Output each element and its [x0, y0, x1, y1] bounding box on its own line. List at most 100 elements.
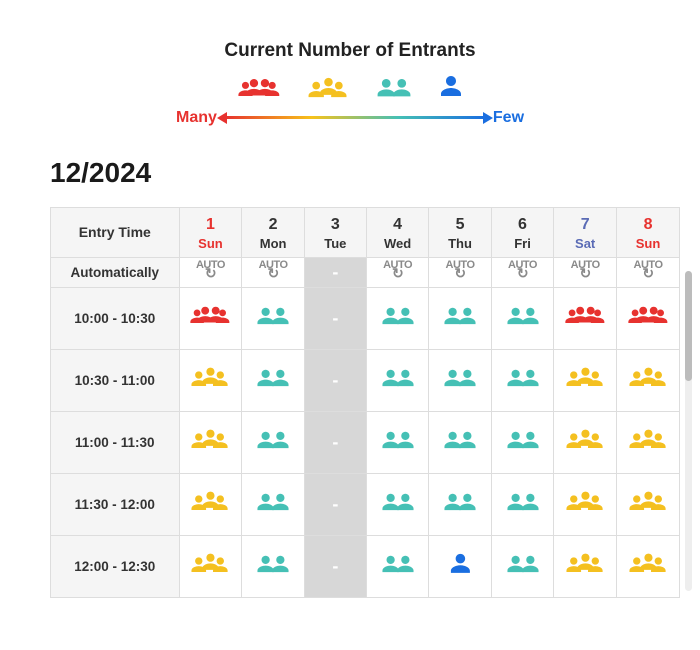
crowd-normal-icon: [380, 427, 416, 453]
crowd-cell[interactable]: [366, 473, 428, 535]
crowd-some-icon: [628, 488, 668, 515]
crowd-cell[interactable]: AUTO↻: [617, 257, 680, 287]
crowd-cell[interactable]: [242, 287, 304, 349]
legend-scale: Many Few: [20, 109, 680, 127]
day-number: 8: [621, 216, 675, 234]
day-number: 1: [184, 216, 238, 234]
closed-icon: -: [332, 432, 338, 452]
crowd-cell[interactable]: [491, 349, 553, 411]
crowd-cell[interactable]: [429, 349, 491, 411]
crowd-cell[interactable]: [617, 287, 680, 349]
crowd-table: Entry Time 1Sun2Mon3Tue4Wed5Thu6Fri7Sat8…: [50, 207, 680, 598]
legend-normal-icon: [375, 74, 413, 103]
crowd-cell[interactable]: [554, 411, 617, 473]
day-name: Tue: [309, 236, 362, 251]
legend-some-icon: [307, 74, 349, 103]
crowd-cell[interactable]: [242, 473, 304, 535]
auto-icon: AUTO↻: [571, 260, 600, 277]
crowd-cell[interactable]: -: [304, 535, 366, 597]
crowd-some-icon: [565, 488, 605, 515]
crowd-cell[interactable]: -: [304, 257, 366, 287]
crowd-cell[interactable]: [429, 535, 491, 597]
day-header-6: 6Fri: [491, 207, 553, 257]
day-name: Sat: [558, 236, 612, 251]
closed-icon: -: [332, 494, 338, 514]
crowd-some-icon: [565, 550, 605, 577]
crowd-cell[interactable]: [491, 287, 553, 349]
crowd-cell[interactable]: [429, 473, 491, 535]
day-header-1: 1Sun: [179, 207, 242, 257]
crowd-cell[interactable]: AUTO↻: [429, 257, 491, 287]
crowd-cell[interactable]: [617, 349, 680, 411]
closed-icon: -: [332, 556, 338, 576]
crowd-cell[interactable]: [179, 535, 242, 597]
day-header-2: 2Mon: [242, 207, 304, 257]
day-number: 4: [371, 216, 424, 234]
day-header-7: 7Sat: [554, 207, 617, 257]
legend-many-label: Many: [176, 109, 217, 127]
gradient-bar: [225, 116, 485, 119]
crowd-cell[interactable]: [242, 349, 304, 411]
crowd-cell[interactable]: [491, 535, 553, 597]
crowd-normal-icon: [380, 303, 416, 329]
legend-few-icon: [439, 74, 463, 103]
auto-icon: AUTO↻: [634, 260, 663, 277]
crowd-cell[interactable]: [366, 287, 428, 349]
crowd-some-icon: [628, 364, 668, 391]
crowd-cell[interactable]: [242, 411, 304, 473]
scrollbar-thumb[interactable]: [685, 271, 692, 381]
day-header-3: 3 Tue: [304, 207, 366, 257]
crowd-cell[interactable]: [617, 411, 680, 473]
crowd-cell[interactable]: [491, 473, 553, 535]
crowd-normal-icon: [255, 551, 291, 577]
crowd-some-icon: [190, 426, 230, 453]
crowd-many-icon: [189, 302, 231, 329]
crowd-normal-icon: [505, 489, 541, 515]
crowd-cell[interactable]: [366, 411, 428, 473]
crowd-cell[interactable]: -: [304, 287, 366, 349]
crowd-cell[interactable]: [554, 287, 617, 349]
scrollbar-track[interactable]: [685, 271, 692, 591]
crowd-cell[interactable]: AUTO↻: [366, 257, 428, 287]
crowd-cell[interactable]: [242, 535, 304, 597]
crowd-cell[interactable]: -: [304, 349, 366, 411]
crowd-normal-icon: [505, 551, 541, 577]
crowd-cell[interactable]: [554, 535, 617, 597]
crowd-some-icon: [628, 426, 668, 453]
crowd-cell[interactable]: -: [304, 473, 366, 535]
crowd-cell[interactable]: [429, 411, 491, 473]
timeslot-label: 10:00 - 10:30: [51, 287, 180, 349]
crowd-some-icon: [565, 426, 605, 453]
crowd-cell[interactable]: [617, 473, 680, 535]
day-header-5: 5Thu: [429, 207, 491, 257]
day-number: 2: [246, 216, 299, 234]
crowd-cell[interactable]: [491, 411, 553, 473]
crowd-cell[interactable]: [429, 287, 491, 349]
crowd-normal-icon: [442, 365, 478, 391]
day-name: Fri: [496, 236, 549, 251]
day-number: 3: [309, 216, 362, 234]
crowd-cell[interactable]: [366, 349, 428, 411]
crowd-some-icon: [628, 550, 668, 577]
crowd-cell[interactable]: [617, 535, 680, 597]
auto-icon: AUTO↻: [196, 260, 225, 277]
crowd-cell[interactable]: [366, 535, 428, 597]
crowd-cell[interactable]: [179, 473, 242, 535]
crowd-cell[interactable]: AUTO↻: [554, 257, 617, 287]
auto-row-label: Automatically: [51, 257, 180, 287]
crowd-normal-icon: [442, 303, 478, 329]
crowd-cell[interactable]: AUTO↻: [491, 257, 553, 287]
crowd-cell[interactable]: [179, 287, 242, 349]
page-title: Current Number of Entrants: [20, 40, 680, 62]
crowd-cell[interactable]: AUTO↻: [242, 257, 304, 287]
crowd-some-icon: [190, 488, 230, 515]
crowd-normal-icon: [505, 303, 541, 329]
day-header-4: 4Wed: [366, 207, 428, 257]
crowd-cell[interactable]: AUTO↻: [179, 257, 242, 287]
crowd-cell[interactable]: [179, 349, 242, 411]
timeslot-label: 10:30 - 11:00: [51, 349, 180, 411]
crowd-cell[interactable]: -: [304, 411, 366, 473]
crowd-cell[interactable]: [554, 473, 617, 535]
crowd-cell[interactable]: [554, 349, 617, 411]
crowd-cell[interactable]: [179, 411, 242, 473]
